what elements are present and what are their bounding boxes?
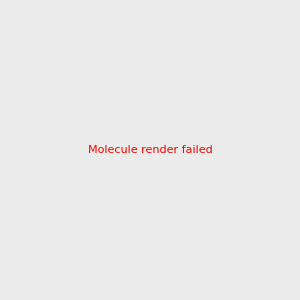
Text: Molecule render failed: Molecule render failed bbox=[88, 145, 212, 155]
